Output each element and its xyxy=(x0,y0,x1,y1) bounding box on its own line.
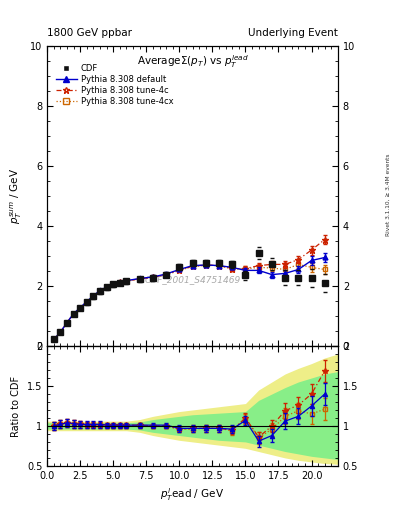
Text: CDF_2001_S4751469: CDF_2001_S4751469 xyxy=(145,275,241,285)
Text: Average$\Sigma$($p_T$) vs $p_T^{lead}$: Average$\Sigma$($p_T$) vs $p_T^{lead}$ xyxy=(137,54,248,70)
Text: 1800 GeV ppbar: 1800 GeV ppbar xyxy=(47,28,132,38)
Legend: CDF, Pythia 8.308 default, Pythia 8.308 tune-4c, Pythia 8.308 tune-4cx: CDF, Pythia 8.308 default, Pythia 8.308 … xyxy=(54,62,175,108)
Y-axis label: $p_T^{sum}$ / GeV: $p_T^{sum}$ / GeV xyxy=(9,168,24,224)
Text: Underlying Event: Underlying Event xyxy=(248,28,338,38)
X-axis label: $p_T^{l}$ead / GeV: $p_T^{l}$ead / GeV xyxy=(160,486,225,503)
Text: Rivet 3.1.10, ≥ 3.4M events: Rivet 3.1.10, ≥ 3.4M events xyxy=(386,153,391,236)
Y-axis label: Ratio to CDF: Ratio to CDF xyxy=(11,375,21,437)
